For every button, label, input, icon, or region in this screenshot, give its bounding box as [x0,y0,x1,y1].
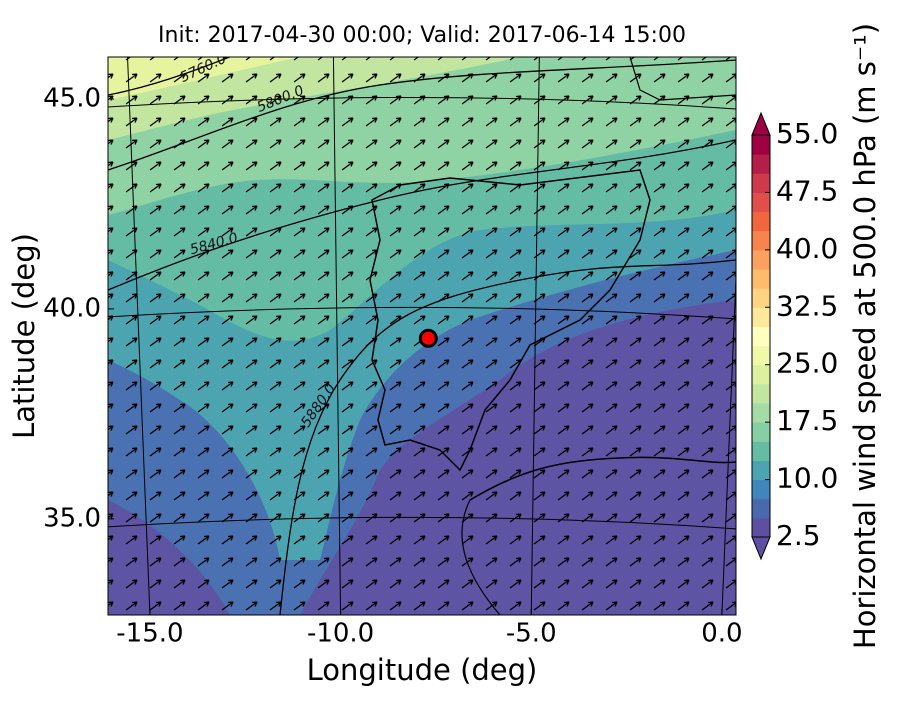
y-tick-label: 40.0 [43,293,101,323]
colorbar-band [752,173,770,193]
x-tick-label: 0.0 [701,619,742,649]
y-tick-label: 45.0 [43,83,101,113]
colorbar-extend [751,536,771,561]
colorbar-tick-label: 25.0 [776,347,838,380]
x-tick-label: -10.0 [307,619,374,649]
colorbar-band [752,288,770,308]
colorbar-tick-label: 2.5 [776,519,821,552]
colorbar-band [752,326,770,347]
colorbar-band [752,154,770,174]
colorbar-label: Horizontal wind speed at 500.0 hPa (m s⁻… [848,23,882,649]
colorbar-tick-label: 40.0 [776,232,838,265]
grid-line [127,57,151,615]
contour-line [108,59,736,171]
colorbar-extend [751,111,771,136]
grid-line [108,96,736,110]
grid-line [530,57,540,615]
grid-line [108,516,736,530]
colorbar-band [752,498,770,519]
location-marker [418,328,438,348]
contour-line [108,57,232,96]
colorbar-tick-label: 10.0 [776,462,838,495]
colorbar-band [752,307,770,327]
x-tick-label: -5.0 [506,619,557,649]
colorbar-band [752,269,770,289]
colorbar-tick-label: 17.5 [776,404,838,437]
contour-line [108,139,736,291]
x-tick-label: -15.0 [116,619,183,649]
y-axis-label: Latitude (deg) [7,233,41,439]
colorbar-band [752,403,770,423]
map-field [108,57,736,615]
colorbar-band [752,211,770,232]
coastline-france [629,57,736,101]
colorbar-band [752,422,770,442]
colorbar-band [752,479,770,500]
x-axis-label: Longitude (deg) [307,653,538,687]
colorbar-band [752,441,770,461]
grid-line [108,306,736,320]
colorbar-band [752,364,770,385]
colorbar-tick-label: 47.5 [776,174,838,207]
colorbar-tick-label: 32.5 [776,289,838,322]
coastline-iberia [369,169,651,472]
colorbar-band [752,345,770,366]
y-tick-label: 35.0 [43,503,101,533]
colorbar-band [752,517,770,538]
colorbar-band [752,383,770,404]
coastline-africa [469,456,736,501]
colorbar-band [752,249,770,270]
chart-title: Init: 2017-04-30 00:00; Valid: 2017-06-1… [158,23,686,48]
colorbar-tick-label: 55.0 [776,117,838,150]
plot-frame [107,56,737,616]
contour-line [279,259,736,615]
colorbar-band [752,460,770,481]
colorbar-band [752,135,770,155]
colorbar-frame [751,134,771,538]
colorbar-band [752,192,770,213]
border [461,499,501,615]
grid-line [332,57,342,615]
colorbar-band [752,230,770,251]
grid-line [721,265,736,615]
